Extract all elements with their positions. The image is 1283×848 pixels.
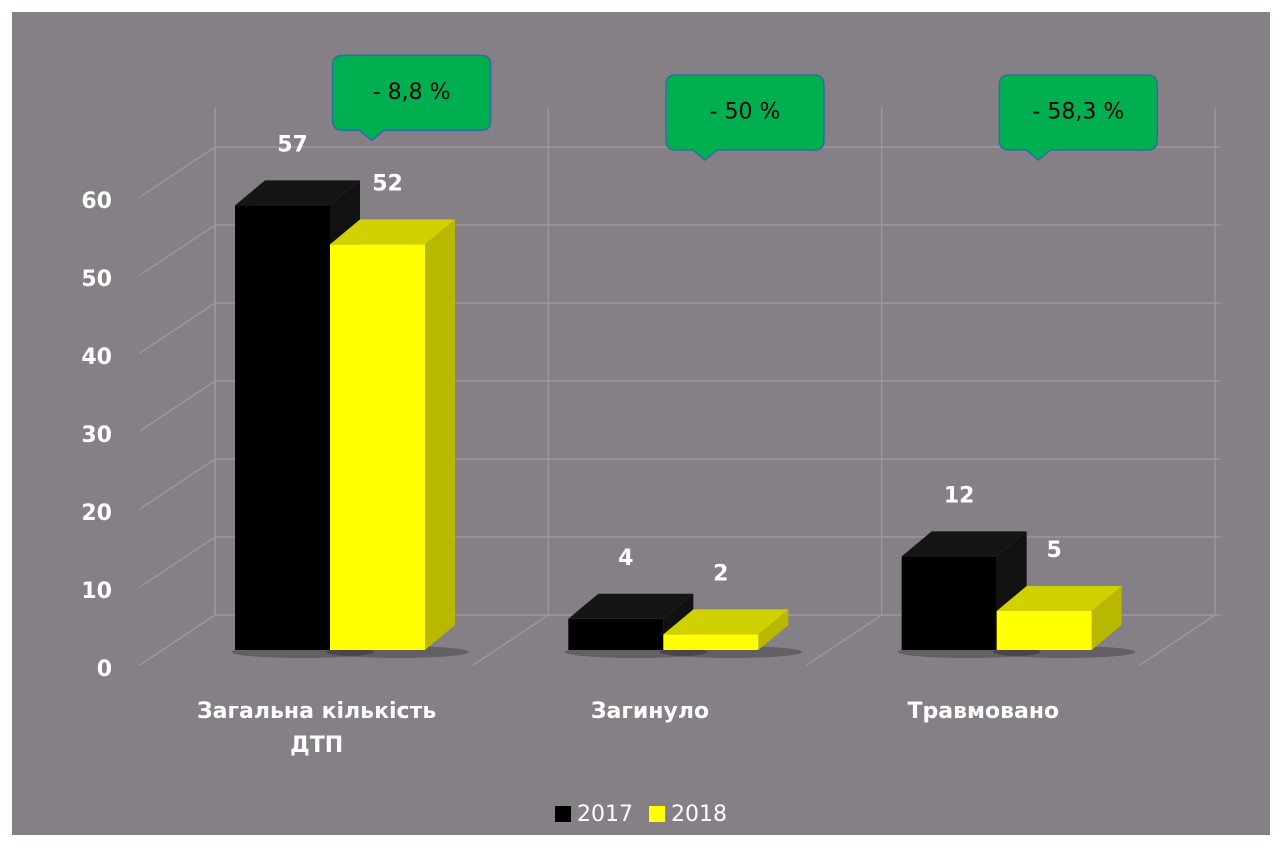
legend-swatch [555,806,571,822]
legend-label: 2018 [671,802,727,827]
bar-front [568,618,664,650]
bar [897,531,1041,658]
floor-divider [139,614,216,666]
annotation: - 8,8 % [373,80,451,105]
x-tick-label: Травмовано [907,699,1060,724]
y-tick-label: 50 [81,267,112,292]
y-tick-label: 40 [81,345,112,370]
value-label: 5 [1047,538,1062,563]
x-tick-label: Загинуло [590,699,710,724]
value-label: 12 [944,483,975,508]
annotation: - 50 % [710,100,781,125]
bar-side [758,609,789,650]
bar-top [663,609,789,635]
y-tick-label: 10 [81,579,112,604]
value-label: 52 [372,171,403,196]
bar-front [901,556,997,650]
bar-front [330,244,425,650]
bar [326,219,469,658]
value-label: 4 [618,546,633,571]
bar-top [901,531,1027,557]
annotation-callout [331,54,492,142]
bar-top [568,593,694,619]
legend-label: 2017 [577,802,633,827]
bar-front [235,205,330,650]
x-tick-label: Загальна кількість ДТП [197,699,437,758]
value-label: 2 [713,561,728,586]
floor-divider [472,614,549,666]
legend-swatch [649,806,665,822]
y-tick-label: 0 [97,657,112,682]
annotation-callout [998,74,1159,161]
bar-front [996,611,1092,650]
value-label: 57 [277,132,308,157]
bar-top [330,219,455,245]
bar [992,586,1136,658]
bar-side [1091,586,1122,650]
floor-divider [1139,614,1216,666]
y-tick-label: 60 [81,189,112,214]
bar [659,609,803,658]
bar-side [425,219,455,650]
floor-divider [806,614,883,666]
bar-top [996,586,1122,611]
annotation-callout [665,74,825,161]
bar-top [235,180,360,206]
y-tick-label: 20 [81,501,112,526]
bar-front [663,634,759,650]
y-tick-label: 30 [81,423,112,448]
annotation: - 58,3 % [1032,100,1124,125]
